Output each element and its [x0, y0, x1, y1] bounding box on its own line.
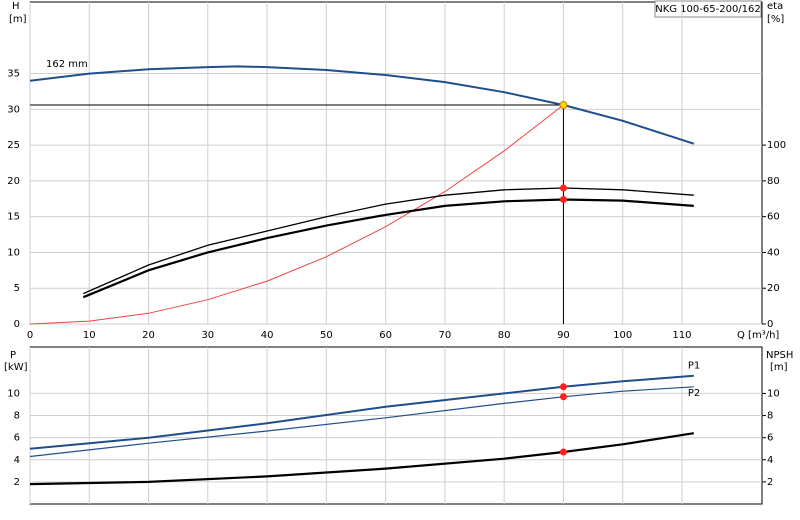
- curve: [82, 198, 694, 299]
- plot-frame: [29, 1, 763, 325]
- y-tick-label: 30: [7, 104, 20, 115]
- x-tick-label: 70: [439, 330, 452, 341]
- curve-label: 162 mm: [46, 59, 88, 70]
- y-tick-label: 8: [14, 411, 20, 422]
- y-tick-label: 5: [14, 283, 20, 294]
- y-tick-label: 2: [14, 477, 20, 488]
- operating-point: [559, 393, 567, 401]
- y2-tick-label: 60: [767, 212, 780, 223]
- chart-title: NKG 100-65-200/162: [655, 4, 761, 15]
- operating-point: [559, 383, 567, 391]
- x-tick-label: 0: [27, 330, 33, 341]
- x-tick-label: 60: [379, 330, 392, 341]
- curve: [29, 104, 564, 325]
- y-tick-label: 4: [14, 455, 20, 466]
- operating-point: [559, 184, 567, 192]
- y2-tick-label: 80: [767, 176, 780, 187]
- x-tick-label: 90: [557, 330, 570, 341]
- operating-point: [559, 101, 568, 110]
- y2-tick-label: 100: [767, 140, 786, 151]
- curve: [29, 374, 694, 450]
- x-tick-label: 110: [672, 330, 691, 341]
- y-tick-label: 10: [7, 247, 20, 258]
- curve: [83, 187, 694, 295]
- operating-point: [559, 195, 567, 203]
- y2-axis-label: NPSH: [766, 350, 793, 361]
- y-axis-label: H: [12, 1, 20, 12]
- y-axis-unit: [m]: [9, 14, 27, 25]
- y2-axis-unit: [m]: [770, 362, 788, 373]
- y2-tick-label: 20: [767, 283, 780, 294]
- y-tick-label: 25: [7, 140, 20, 151]
- y-axis-unit: [kW]: [4, 362, 28, 373]
- x-tick-label: 100: [613, 330, 632, 341]
- y-tick-label: 10: [7, 388, 20, 399]
- x-tick-label: 40: [261, 330, 274, 341]
- y2-axis-unit: [%]: [767, 14, 784, 25]
- x-axis-label: Q [m³/h]: [737, 330, 779, 341]
- y2-tick-label: 4: [767, 455, 773, 466]
- x-tick-label: 50: [320, 330, 333, 341]
- curve: [29, 432, 694, 486]
- y2-axis-label: eta: [767, 1, 783, 12]
- operating-point: [559, 448, 567, 456]
- y2-tick-label: 6: [767, 433, 773, 444]
- y-tick-label: 0: [14, 319, 20, 330]
- y-axis-label: P: [10, 350, 16, 361]
- y2-tick-label: 40: [767, 247, 780, 258]
- curve: [29, 386, 694, 458]
- plot-frame: [29, 346, 763, 505]
- y2-tick-label: 0: [767, 319, 773, 330]
- x-tick-label: 10: [83, 330, 96, 341]
- y-tick-label: 15: [7, 212, 20, 223]
- legend-label: P1: [688, 361, 700, 372]
- legend-label: P2: [688, 388, 700, 399]
- y2-tick-label: 10: [767, 388, 780, 399]
- y2-tick-label: 2: [767, 477, 773, 488]
- y-tick-label: 35: [7, 69, 20, 80]
- x-tick-label: 80: [498, 330, 511, 341]
- y2-tick-label: 8: [767, 411, 773, 422]
- x-tick-label: 30: [201, 330, 214, 341]
- x-tick-label: 20: [142, 330, 155, 341]
- y-tick-label: 20: [7, 176, 20, 187]
- y-tick-label: 6: [14, 433, 20, 444]
